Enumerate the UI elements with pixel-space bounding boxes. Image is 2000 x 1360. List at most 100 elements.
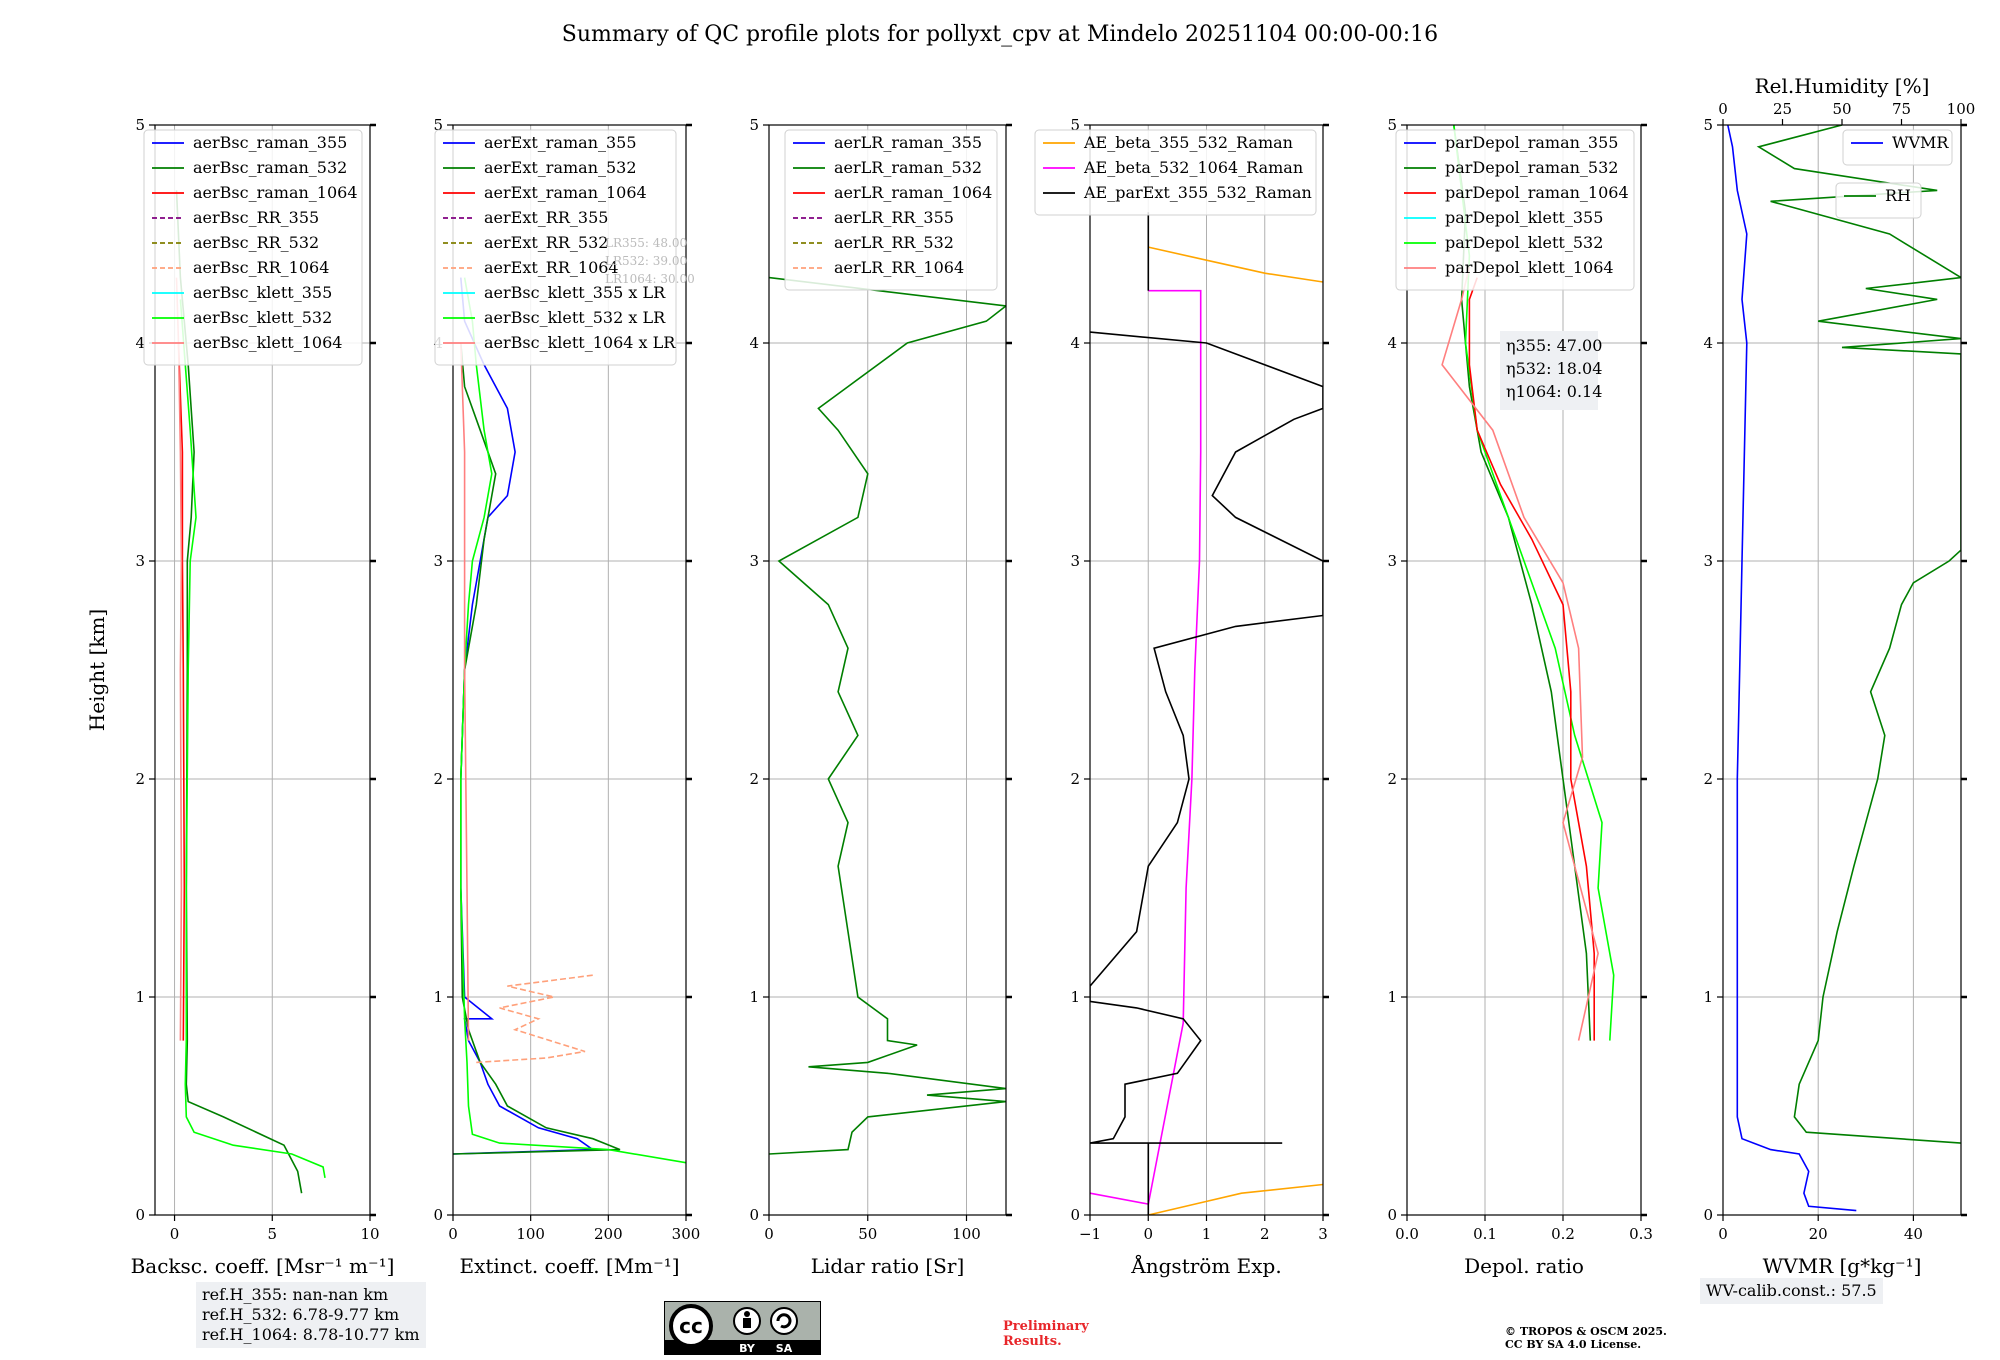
cc-badge-text: cc	[679, 1314, 703, 1338]
x-tick-label: 0	[1143, 1225, 1153, 1243]
x-tick-label: 0	[448, 1225, 458, 1243]
plot-frame	[452, 124, 687, 1216]
panel-ext: 0100200300012345Extinct. coeff. [Mm⁻¹]ae…	[433, 116, 700, 1278]
x-tick-label: 1	[1202, 1225, 1212, 1243]
series-line-aerext-rr-1064	[476, 974, 593, 1064]
x-axis-label: Ångström Exp.	[1130, 1253, 1281, 1278]
x-tick-label: 0.3	[1629, 1225, 1653, 1243]
legend-entry: aerBsc_raman_355	[193, 133, 347, 152]
x-top-axis-label: Rel.Humidity [%]	[1755, 74, 1930, 98]
legend-entry: aerLR_RR_532	[834, 233, 954, 252]
y-tick-label: 0	[1070, 1206, 1080, 1224]
y-tick-label: 5	[1070, 116, 1080, 134]
legend-entry: aerBsc_klett_532	[193, 308, 332, 327]
legend-entry: AE_parExt_355_532_Raman	[1083, 183, 1312, 202]
y-tick-label: 4	[749, 334, 759, 352]
legend-entry: aerExt_raman_1064	[484, 183, 647, 202]
y-tick-label: 5	[433, 116, 443, 134]
legend-entry: aerLR_RR_355	[834, 208, 954, 227]
y-tick-label: 3	[433, 552, 443, 570]
x-tick-label: 200	[594, 1225, 623, 1243]
panel-lr: 0 50 100 0 1 2 3 4 5 Lidar ratio [Sr] aerLR_raman_…	[749, 116, 1012, 1278]
legend-entry: aerBsc_klett_355 x LR	[484, 283, 666, 302]
legend-entry: aerExt_raman_355	[484, 133, 637, 152]
y-tick-label: 3	[1387, 552, 1397, 570]
legend-entry: aerBsc_klett_1064 x LR	[484, 333, 676, 352]
series-line-wvmr	[1727, 125, 1857, 1212]
legend-entry: aerLR_raman_355	[834, 133, 982, 152]
panel-depol: 0.0 0.1 0.2 0.3 0 1 2 3 4 5 Depol. ratio parDepol_r…	[1387, 116, 1652, 1278]
legend-box	[143, 129, 363, 366]
y-tick-label: 3	[1703, 552, 1713, 570]
series-line-ae-beta-355-532-raman-low-	[1148, 1183, 1323, 1215]
plot-frame	[1406, 124, 1642, 1216]
y-tick-label: 2	[1070, 770, 1080, 788]
x-axis-label: WVMR [g*kg⁻¹]	[1763, 1254, 1922, 1278]
legend-entry: WVMR	[1892, 133, 1949, 152]
x-axis-label: Lidar ratio [Sr]	[811, 1254, 965, 1278]
y-tick-label: 0	[433, 1206, 443, 1224]
y-tick-label: 2	[1703, 770, 1713, 788]
x-tick-label: 0	[170, 1225, 180, 1243]
series-line-pardepol-klett-1064	[1441, 266, 1599, 1041]
legend: aerExt_raman_355 aerExt_raman_532 aerExt_r…	[434, 129, 677, 366]
x-top-tick-label: 0	[1718, 100, 1728, 118]
series-line-ae-beta-355-532-raman-high-	[1148, 246, 1323, 283]
y-tick-label: 4	[1703, 334, 1713, 352]
x-tick-label: 10	[360, 1225, 379, 1243]
legend-entry: parDepol_raman_355	[1445, 133, 1618, 152]
x-top-tick-label: 100	[1947, 100, 1976, 118]
legend-entry: parDepol_raman_532	[1445, 158, 1618, 177]
legend-box	[434, 129, 677, 366]
legend-entry: aerLR_raman_532	[834, 158, 982, 177]
x-tick-label: 100	[516, 1225, 545, 1243]
y-tick-label: 0	[1387, 1206, 1397, 1224]
copyright-line-1: © TROPOS & OSCM 2025.	[1505, 1325, 1667, 1338]
plot-frame	[1722, 124, 1962, 1216]
legend-box	[1842, 129, 1953, 166]
legend-entry: AE_beta_532_1064_Raman	[1083, 158, 1303, 177]
panel-bsc: 0 5 10 0 1 2 3 4 5 Backsc. coeff. [Msr⁻¹ m⁻¹] Heig…	[85, 116, 394, 1278]
series-group	[769, 276, 1006, 1155]
x-top-tick-label: 75	[1892, 100, 1911, 118]
x-tick-label: 50	[858, 1225, 877, 1243]
legend-box	[1034, 129, 1317, 216]
y-tick-label: 2	[1387, 770, 1397, 788]
legend-entry: aerBsc_klett_532 x LR	[484, 308, 666, 327]
y-tick-label: 3	[135, 552, 145, 570]
x-tick-label: 0	[764, 1225, 774, 1243]
y-tick-label: 1	[135, 988, 145, 1006]
y-tick-label: 0	[135, 1206, 145, 1224]
legend-entry: parDepol_raman_1064	[1445, 183, 1629, 202]
lidar-ratio-annotation: LR355: 48.00 LR532: 39.00 LR1064: 30.00	[605, 236, 695, 286]
copyright-notice: © TROPOS & OSCM 2025. CC BY SA 4.0 Licen…	[1505, 1325, 1667, 1351]
figure-title: Summary of QC profile plots for pollyxt_…	[561, 22, 1439, 47]
series-line-pardepol-raman-1064	[1468, 277, 1595, 1041]
x-tick-label: 0.0	[1395, 1225, 1419, 1243]
wv-calib-box: WV-calib.const.: 57.5	[1700, 1278, 1883, 1304]
legend-entry: parDepol_klett_355	[1445, 208, 1603, 227]
series-group	[1727, 125, 1961, 1212]
y-tick-label: 5	[749, 116, 759, 134]
y-tick-label: 0	[749, 1206, 759, 1224]
series-line-aerext-raman-532	[453, 342, 621, 1155]
y-tick-label: 2	[135, 770, 145, 788]
ref-height-532: ref.H_532: 6.78-9.77 km	[202, 1305, 400, 1324]
legend-entry: aerExt_RR_355	[484, 208, 608, 227]
legend-entry: AE_beta_355_532_Raman	[1083, 133, 1293, 152]
legend: aerLR_raman_355 aerLR_raman_532 aerLR_rama…	[784, 129, 998, 291]
legend-entry: aerBsc_raman_1064	[193, 183, 358, 202]
series-line-aerext-raman-355	[453, 277, 596, 1155]
legend-entry: aerExt_raman_532	[484, 158, 637, 177]
legend-entry: parDepol_klett_532	[1445, 233, 1603, 252]
y-tick-label: 1	[1070, 988, 1080, 1006]
cc-by-sa-license-icon: cc BY SA	[664, 1301, 821, 1355]
eta-value: η355: 47.00	[1506, 336, 1602, 355]
x-tick-label: 0	[1718, 1225, 1728, 1243]
legend-entry: aerBsc_RR_532	[193, 233, 319, 252]
x-axis-label: Backsc. coeff. [Msr⁻¹ m⁻¹]	[131, 1254, 395, 1278]
series-group	[1090, 212, 1323, 1215]
preliminary-line-2: Results.	[1003, 1334, 1062, 1349]
x-axis-label: Extinct. coeff. [Mm⁻¹]	[459, 1254, 679, 1278]
